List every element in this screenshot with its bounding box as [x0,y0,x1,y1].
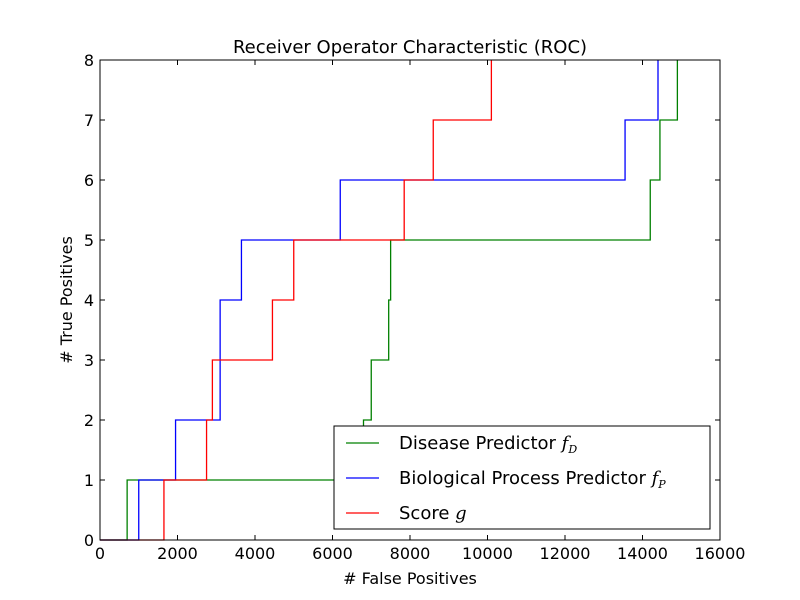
x-tick-label: 8000 [390,544,431,563]
y-tick-label: 7 [84,111,94,130]
legend: Disease Predictor fD Biological Process P… [333,425,711,530]
x-tick-label: 14000 [617,544,668,563]
y-tick-label: 4 [84,291,94,310]
legend-box [333,425,711,530]
y-tick-label: 5 [84,231,94,250]
x-tick-label: 16000 [695,544,746,563]
series-line-3 [100,60,493,541]
x-tick-label: 0 [95,544,105,563]
x-tick-label: 12000 [540,544,591,563]
x-tick-label: 2000 [157,544,198,563]
y-tick-label: 0 [84,531,94,550]
legend-label-2: Biological Process Predictor fP [399,468,666,491]
y-tick-label: 2 [84,411,94,430]
legend-label-1: Disease Predictor fD [399,433,577,456]
x-tick-label: 10000 [462,544,513,563]
y-tick-label: 1 [84,471,94,490]
x-tick-label: 4000 [235,544,276,563]
legend-label-3: Score g [399,503,467,524]
y-tick-label: 3 [84,351,94,370]
chart-title: Receiver Operator Characteristic (ROC) [233,37,587,58]
y-axis-title: # True Positives [57,236,76,364]
series-line-1 [100,60,679,541]
series-layer [100,60,679,541]
tick-layer: 0 2000 4000 6000 8000 10000 12000 14000 16000 0 1 2… [84,51,746,563]
y-tick-label: 8 [84,51,94,70]
series-line-2 [100,60,659,541]
x-tick-label: 6000 [312,544,353,563]
x-axis-title: # False Positives [343,569,477,588]
y-tick-label: 6 [84,171,94,190]
